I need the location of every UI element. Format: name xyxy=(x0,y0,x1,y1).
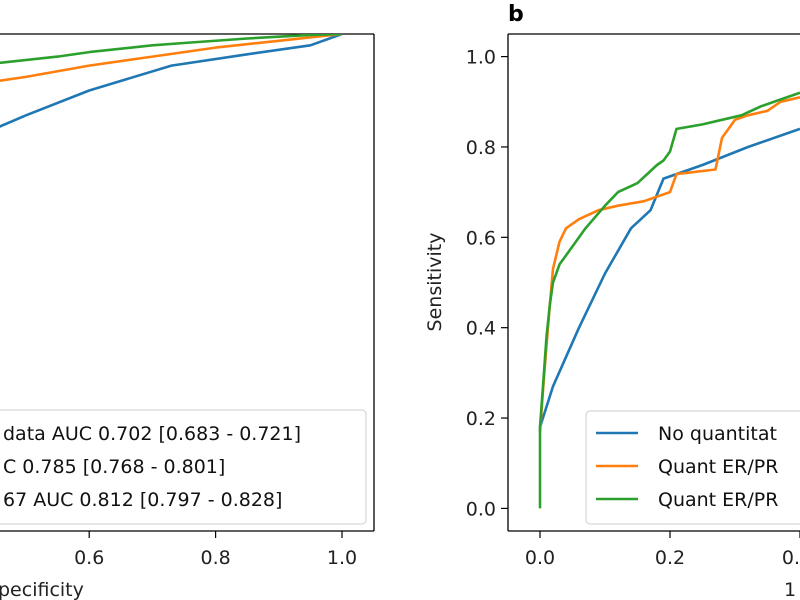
panel-a-xticks: 0.6 0.8 1.0 xyxy=(74,531,357,569)
panel-b-legend: No quantitat Quant ER/PR Quant ER/PR xyxy=(585,410,800,525)
panel-b-series-line-2 xyxy=(538,91,800,509)
panel-b-xtick-label-0: 0.0 xyxy=(525,547,555,569)
panel-b-series xyxy=(538,91,800,509)
panel-a-legend: data AUC 0.702 [0.683 - 0.721] C 0.785 [… xyxy=(0,409,367,525)
panel-a-xlabel: pecificity xyxy=(0,579,84,600)
panel-a-xtick-label-1: 0.8 xyxy=(200,547,230,569)
panel-a-series-line-1 xyxy=(0,34,343,82)
panel-b-ytick-label-5: 1.0 xyxy=(466,47,496,69)
panel-b-xticks: 0.0 0.2 0. xyxy=(525,531,800,569)
panel-b-letter: b xyxy=(508,2,524,27)
panel-b: b 0.0 0.2 0.4 0.6 0.8 1.0 0.0 0.2 0. Sensitivit… xyxy=(424,2,800,600)
panel-a: 0.6 0.8 1.0 data AUC 0.702 [0.683 - 0.721]… xyxy=(0,33,375,600)
legend-a-entry-2: C 0.785 [0.768 - 0.801] xyxy=(3,456,225,478)
legend-b-entry-3: Quant ER/PR xyxy=(658,489,778,511)
panel-a-series xyxy=(0,34,343,128)
legend-a-entry-1: data AUC 0.702 [0.683 - 0.721] xyxy=(3,423,301,445)
legend-a-entry-3: 67 AUC 0.812 [0.797 - 0.828] xyxy=(3,489,282,511)
panel-b-xlabel: 1 xyxy=(784,579,796,600)
panel-a-xtick-label-2: 1.0 xyxy=(327,547,357,569)
panel-b-xtick-label-1: 0.2 xyxy=(655,547,685,569)
panel-a-xtick-label-0: 0.6 xyxy=(74,547,104,569)
panel-a-series-line-0 xyxy=(0,34,343,128)
panel-b-ytick-label-3: 0.6 xyxy=(466,227,496,249)
panel-b-legend-frame xyxy=(585,410,800,525)
panel-b-ylabel: Sensitivity xyxy=(424,233,446,332)
panel-b-xtick-label-2: 0. xyxy=(782,547,800,569)
panel-b-ytick-label-2: 0.4 xyxy=(466,318,496,340)
panel-a-legend-frame xyxy=(0,409,367,525)
panel-b-ytick-label-4: 0.8 xyxy=(466,137,496,159)
panel-b-ytick-label-1: 0.2 xyxy=(466,408,496,430)
legend-b-entry-2: Quant ER/PR xyxy=(658,456,778,478)
panel-b-yticks: 0.0 0.2 0.4 0.6 0.8 1.0 xyxy=(466,47,508,520)
panel-a-series-line-2 xyxy=(0,34,343,65)
panel-b-series-line-0 xyxy=(538,127,800,428)
panel-b-ytick-label-0: 0.0 xyxy=(466,498,496,520)
legend-b-entry-1: No quantitat xyxy=(658,423,777,445)
